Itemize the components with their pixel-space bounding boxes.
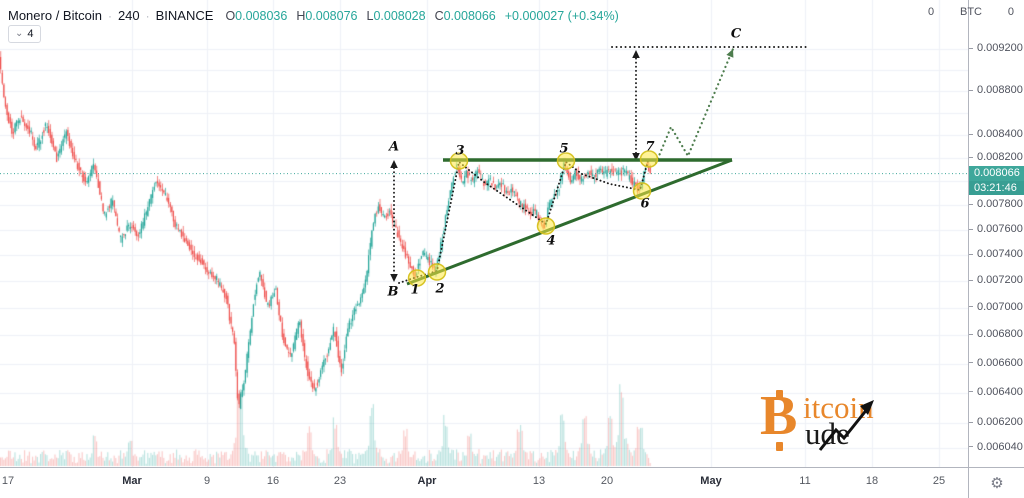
exchange-label[interactable]: BINANCE <box>155 8 214 23</box>
bar-countdown-badge: 03:21:46 <box>969 181 1024 195</box>
price-axis-label: 0.007400 <box>969 248 1023 260</box>
ohlc-readout: O0.008036 H0.008076 L0.008028 C0.008066 … <box>225 9 618 23</box>
pane-count: 4 <box>27 28 34 40</box>
time-axis[interactable]: ⚙ 17 Mar 9 16 23 Apr 13 20 May 11 18 25 <box>0 467 1024 498</box>
axis-zero-right: 0 <box>1007 6 1014 18</box>
time-axis-label: Mar <box>122 475 142 487</box>
low-value: 0.008028 <box>373 9 426 23</box>
price-axis-label: 0.007000 <box>969 301 1023 313</box>
gear-icon[interactable]: ⚙ <box>990 474 1004 492</box>
logo-b-peg-top <box>776 390 783 399</box>
measure-label-c[interactable]: C <box>730 26 742 42</box>
chevron-down-icon: ⌄ <box>15 28 24 39</box>
pattern-point-label-6[interactable]: 6 <box>640 196 650 212</box>
high-label: H <box>296 9 306 23</box>
bitcoin-bude-logo: B itcoin ude <box>756 388 916 460</box>
price-axis-label: 0.006040 <box>969 441 1023 453</box>
time-axis-label: 17 <box>1 475 15 487</box>
measure-label-b[interactable]: B <box>387 284 399 300</box>
time-axis-label: May <box>700 475 722 487</box>
time-axis-label: 16 <box>266 475 280 487</box>
axis-unit-btc[interactable]: BTC <box>960 6 982 18</box>
time-axis-label: 13 <box>532 475 546 487</box>
change-value: +0.000027 (+0.34%) <box>504 9 619 23</box>
time-axis-label: 9 <box>203 475 211 487</box>
logo-word-ude: ude <box>805 416 850 451</box>
legend-separator: · <box>107 9 112 23</box>
price-axis-label: 0.006400 <box>969 386 1023 398</box>
legend-separator: · <box>145 9 150 23</box>
price-axis-label: 0.006600 <box>969 357 1023 369</box>
current-price-badge: 0.008066 <box>969 166 1024 181</box>
price-axis-label: 0.006800 <box>969 328 1023 340</box>
axis-zero-left: 0 <box>928 6 935 18</box>
top-right-axis-labels: 0 BTC 0 <box>928 6 1014 18</box>
price-axis-label: 0.007600 <box>969 223 1023 235</box>
symbol-title[interactable]: Monero / Bitcoin <box>8 8 102 23</box>
logo-b-peg-bottom <box>776 442 783 451</box>
high-value: 0.008076 <box>305 9 358 23</box>
symbol-legend: Monero / Bitcoin · 240 · BINANCE O0.0080… <box>8 8 619 23</box>
interval-label[interactable]: 240 <box>117 8 140 23</box>
pattern-point-label-3[interactable]: 3 <box>455 143 465 159</box>
price-axis-label: 0.006200 <box>969 416 1023 428</box>
logo-trend-arrow <box>818 400 874 451</box>
time-axis-label: 23 <box>333 475 347 487</box>
price-axis-label: 0.009200 <box>969 42 1023 54</box>
axis-settings-corner: ⚙ <box>968 468 1024 498</box>
price-axis-label: 0.007200 <box>969 274 1023 286</box>
time-axis-label: 18 <box>865 475 879 487</box>
pattern-point-label-7[interactable]: 7 <box>645 139 655 155</box>
open-value: 0.008036 <box>235 9 288 23</box>
legend-collapse-button[interactable]: ⌄ 4 <box>8 25 41 43</box>
time-axis-label: 20 <box>600 475 614 487</box>
pattern-point-label-4[interactable]: 4 <box>546 233 556 249</box>
price-axis[interactable]: 0.008066 03:21:46 0.009200 0.008800 0.0084… <box>968 0 1024 467</box>
price-axis-label: 0.007800 <box>969 198 1023 210</box>
time-axis-label: 25 <box>932 475 946 487</box>
pattern-point-label-5[interactable]: 5 <box>559 141 569 157</box>
measure-label-a[interactable]: A <box>388 139 400 155</box>
price-axis-label: 0.008800 <box>969 84 1023 96</box>
time-axis-label: Apr <box>417 475 437 487</box>
open-label: O <box>225 9 236 23</box>
low-label: L <box>366 9 374 23</box>
close-label: C <box>434 9 444 23</box>
close-value: 0.008066 <box>443 9 496 23</box>
time-axis-label: 11 <box>799 475 811 487</box>
price-axis-label: 0.008200 <box>969 151 1023 163</box>
price-axis-label: 0.008400 <box>969 128 1023 140</box>
pattern-point-label-1[interactable]: 1 <box>410 282 420 298</box>
pattern-point-label-2[interactable]: 2 <box>435 281 445 297</box>
